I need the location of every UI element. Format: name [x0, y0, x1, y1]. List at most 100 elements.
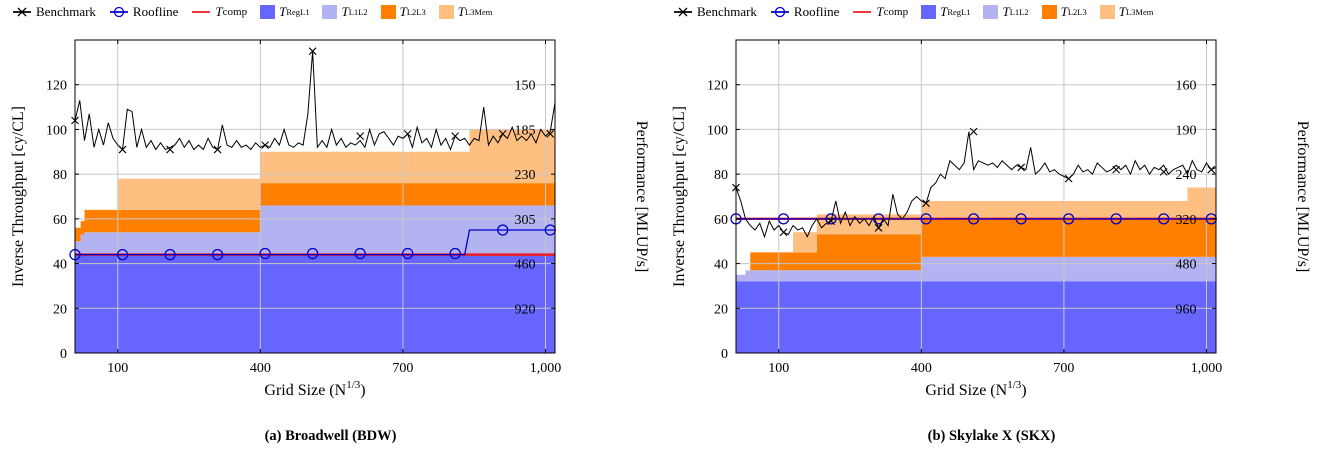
x-tick-label: 100: [768, 361, 789, 376]
legend-marker-benchmark: [674, 7, 692, 17]
roofline-marker: [825, 213, 837, 225]
benchmark-marker: [356, 132, 365, 141]
y-tick-label: 80: [53, 168, 67, 183]
area-t_l1l2: [75, 205, 555, 255]
y2-tick-label: 160: [1176, 79, 1197, 94]
legend-marker-t_l2l3: [380, 5, 396, 19]
x-axis-title: Grid Size (N1/3): [925, 379, 1026, 399]
x-axis-title: Grid Size (N1/3): [264, 379, 365, 399]
roofline-marker: [777, 213, 790, 225]
benchmark-marker: [118, 145, 127, 154]
benchmark-marker: [261, 141, 269, 149]
y2-tick-label: 480: [1176, 258, 1197, 273]
x-tick-label: 700: [392, 361, 413, 376]
benchmark-marker: [922, 199, 930, 208]
area-t_l2l3: [736, 218, 1216, 275]
legend-entry-t_regl1: T RegL1: [260, 4, 309, 20]
legend-label: T: [279, 4, 287, 19]
roofline-marker: [967, 213, 980, 225]
legend-marker-t_l3mem: [1099, 5, 1115, 19]
benchmark-marker: [403, 130, 412, 138]
y-tick-label: 60: [714, 213, 728, 228]
benchmark-marker: [1112, 165, 1121, 174]
legend-entry-roofline: Roofline: [109, 4, 179, 20]
benchmark-marker: [213, 145, 222, 154]
benchmark-marker: [1017, 163, 1026, 172]
x-axis-title-superscript: 1/3: [346, 379, 361, 391]
legend-label: Benchmark: [697, 4, 757, 19]
legend-entry-t_l1l2: T L1L2: [983, 4, 1029, 20]
y-tick-label: 60: [53, 213, 67, 228]
benchmark-marker: [1207, 165, 1216, 174]
y-tick-label: 40: [714, 258, 728, 273]
y-tick-label: 80: [714, 168, 728, 183]
x-axis-title-base: Grid Size (N: [264, 382, 346, 399]
y-tick-label: 100: [46, 123, 67, 138]
legend-label: T: [876, 4, 884, 19]
roofline-marker: [1063, 213, 1075, 225]
legend-label-subscript: L1L2: [1009, 7, 1029, 17]
chart-broadwell: 100 400 700 1,000 0 20 40 60 80 100 120 920 460 305 23…: [10, 39, 650, 399]
legend-marker-t_l3mem: [438, 5, 454, 19]
y-tick-label: 120: [707, 79, 728, 94]
legend-label: T: [1002, 4, 1010, 19]
legend-label: Roofline: [132, 4, 179, 19]
benchmark-marker: [546, 130, 555, 138]
x-axis-title-base: Grid Size (N: [925, 382, 1007, 399]
benchmark-marker: [498, 130, 507, 138]
line-benchmark: [735, 131, 1217, 239]
y2-tick-label: 185: [515, 123, 536, 138]
y-tick-label: 120: [46, 79, 67, 94]
roofline-marker: [449, 247, 461, 260]
benchmark-marker: [308, 47, 317, 56]
legend-marker-t_comp: [192, 11, 211, 13]
area-t_l3mem: [75, 129, 555, 228]
legend-marker-t_regl1: [260, 5, 276, 19]
legend-label: T: [399, 4, 407, 19]
chart-caption: (a) Broadwell (BDW): [264, 428, 397, 444]
y-tick-label: 0: [60, 347, 67, 362]
y2-tick-label: 460: [515, 258, 536, 273]
y2-tick-label: 190: [1176, 123, 1197, 138]
legend-marker-t_regl1: [921, 5, 937, 19]
y-tick-label: 20: [53, 302, 67, 317]
x-axis-title-end: ): [1021, 382, 1026, 399]
legend-label-subscript: L2L3: [1067, 7, 1087, 17]
plot-frame: [735, 39, 1217, 354]
benchmark-marker: [827, 217, 835, 225]
area-t_regl1: [736, 281, 1216, 353]
roofline-marker: [354, 247, 366, 260]
benchmark-marker: [1064, 174, 1073, 183]
chart-skylake: 100 400 700 1,000 0 20 40 60 80 100 120 960 480 320 24…: [671, 39, 1311, 399]
legend-entry-t_regl1: T RegL1: [921, 4, 970, 20]
x-axis-title-superscript: 1/3: [1007, 379, 1022, 391]
y-axis-title: Inverse Throughput [cy/CL]: [10, 106, 27, 287]
plot-frame: [74, 39, 556, 354]
legend-label-subscript: L3Mem: [464, 7, 493, 17]
legend-entry-t_l3mem: T L3Mem: [1099, 4, 1154, 20]
y2-tick-label: 920: [515, 302, 536, 317]
area-t_l2l3: [75, 183, 555, 242]
legend-label-subscript: comp: [883, 6, 909, 18]
legend-label: T: [457, 4, 465, 19]
roofline-marker: [164, 248, 176, 261]
y2-tick-label: 960: [1176, 302, 1197, 317]
y2-axis-title: Performance [MLUP/s]: [1294, 121, 1311, 273]
y2-tick-label: 240: [1176, 168, 1197, 183]
legend-label: T: [341, 4, 349, 19]
legend-label: T: [1118, 4, 1126, 19]
y-tick-label: 0: [721, 347, 728, 362]
y-tick-label: 40: [53, 258, 67, 273]
legend-label: Benchmark: [36, 4, 96, 19]
legend-entry-benchmark: Benchmark: [673, 4, 757, 20]
legend-label-subscript: L3Mem: [1125, 7, 1154, 17]
roofline-marker: [1158, 213, 1170, 225]
roofline-marker: [306, 247, 319, 260]
legend-marker-t_comp: [853, 11, 872, 13]
